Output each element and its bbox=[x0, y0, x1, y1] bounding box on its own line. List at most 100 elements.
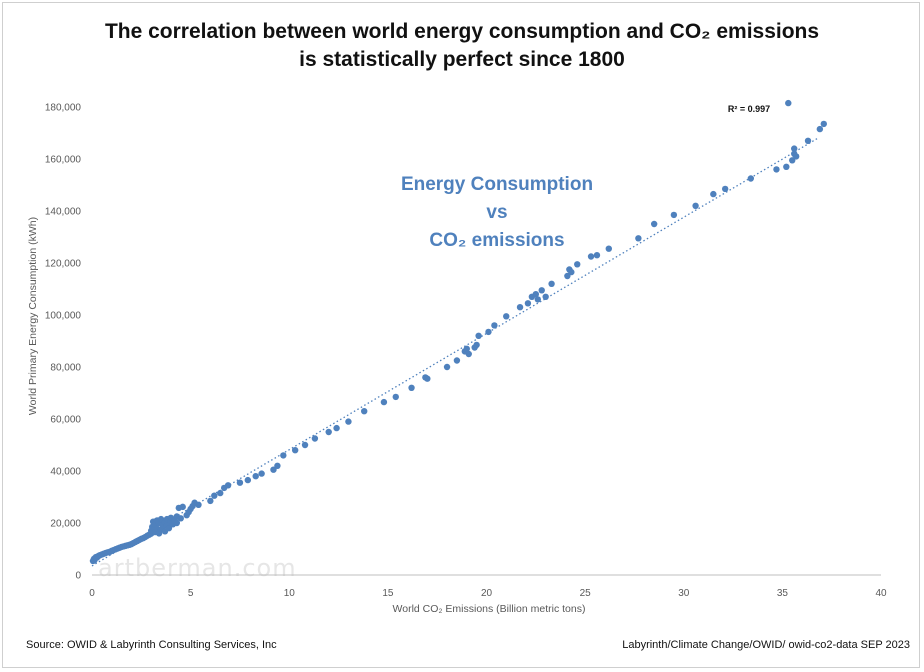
x-tick-label: 15 bbox=[382, 588, 394, 599]
data-point bbox=[173, 519, 181, 527]
x-tick-label: 25 bbox=[580, 588, 592, 599]
x-axis-title: World CO₂ Emissions (Billion metric tons… bbox=[393, 603, 586, 615]
data-point bbox=[258, 470, 265, 477]
chart-title: The correlation between world energy con… bbox=[0, 18, 924, 74]
y-tick-label: 120,000 bbox=[45, 259, 82, 270]
y-tick-label: 180,000 bbox=[45, 103, 82, 114]
data-point bbox=[773, 166, 780, 173]
data-point bbox=[392, 393, 399, 401]
data-point bbox=[473, 341, 480, 349]
trendline bbox=[91, 137, 819, 567]
data-point bbox=[491, 322, 498, 329]
x-tick-label: 40 bbox=[875, 588, 887, 599]
data-point bbox=[408, 384, 415, 391]
y-axis-ticks: 0 20,000 40,000 60,000 80,000 100,000 120,000 1… bbox=[45, 103, 82, 582]
y-tick-label: 0 bbox=[75, 571, 81, 582]
data-point bbox=[361, 408, 368, 415]
data-point bbox=[177, 515, 184, 522]
data-point bbox=[785, 99, 792, 107]
data-point bbox=[333, 424, 340, 432]
data-point bbox=[311, 435, 319, 442]
data-point bbox=[791, 145, 798, 152]
data-point bbox=[224, 482, 232, 489]
x-tick-label: 35 bbox=[777, 588, 789, 599]
data-point bbox=[747, 175, 755, 182]
annotation-line1: Energy Consumption bbox=[401, 174, 593, 195]
data-point bbox=[503, 313, 510, 320]
data-point bbox=[485, 328, 492, 336]
data-point bbox=[532, 291, 540, 298]
y-tick-label: 80,000 bbox=[50, 363, 81, 374]
data-point bbox=[280, 452, 287, 459]
data-point bbox=[463, 345, 470, 352]
data-point bbox=[587, 253, 595, 260]
x-tick-label: 0 bbox=[89, 588, 95, 599]
data-point bbox=[789, 157, 796, 164]
data-point bbox=[291, 447, 299, 454]
y-tick-label: 100,000 bbox=[45, 311, 82, 322]
x-tick-label: 10 bbox=[284, 588, 296, 599]
data-point bbox=[475, 332, 482, 339]
data-point bbox=[548, 280, 555, 287]
data-point bbox=[635, 235, 642, 242]
data-point bbox=[574, 261, 581, 268]
source-right: Labyrinth/Climate Change/OWID/ owid-co2-… bbox=[622, 639, 910, 651]
x-tick-label: 20 bbox=[481, 588, 493, 599]
x-axis-ticks: 0 5 10 15 20 25 30 35 40 bbox=[89, 588, 887, 599]
y-tick-label: 160,000 bbox=[45, 155, 82, 166]
data-point bbox=[252, 473, 259, 480]
data-point bbox=[424, 375, 431, 382]
data-point bbox=[443, 363, 451, 371]
chart-title-line1: The correlation between world energy con… bbox=[104, 20, 820, 43]
r-squared-label: R² = 0.997 bbox=[728, 104, 770, 114]
data-point bbox=[270, 466, 277, 473]
y-axis-title: World Primary Energy Consumption (kWh) bbox=[27, 217, 39, 415]
data-point bbox=[820, 120, 827, 128]
data-point bbox=[605, 245, 612, 252]
data-point bbox=[524, 300, 532, 307]
data-point bbox=[453, 357, 461, 364]
data-point bbox=[165, 525, 173, 532]
x-tick-label: 30 bbox=[678, 588, 690, 599]
data-point bbox=[345, 418, 352, 425]
data-point bbox=[301, 441, 309, 449]
data-point bbox=[804, 137, 812, 144]
data-point bbox=[380, 398, 388, 406]
data-point bbox=[783, 163, 790, 170]
data-point bbox=[564, 272, 571, 280]
data-point bbox=[538, 287, 545, 294]
y-tick-label: 40,000 bbox=[50, 467, 81, 478]
y-tick-label: 20,000 bbox=[50, 519, 81, 530]
data-point bbox=[195, 501, 202, 508]
annotation-line2: vs bbox=[486, 202, 507, 223]
data-point bbox=[593, 252, 601, 259]
data-point bbox=[244, 476, 252, 484]
data-point bbox=[217, 489, 224, 497]
data-point bbox=[568, 268, 575, 276]
y-tick-label: 60,000 bbox=[50, 415, 81, 426]
watermark-text: artberman.com bbox=[98, 554, 297, 582]
data-point bbox=[274, 462, 281, 469]
annotation-line3: CO₂ emissions bbox=[429, 230, 564, 251]
data-point bbox=[721, 185, 729, 193]
data-point bbox=[325, 428, 332, 436]
data-point bbox=[542, 293, 549, 300]
data-point bbox=[670, 211, 678, 219]
data-point bbox=[465, 350, 472, 358]
chart-title-line2: is statistically perfect since 1800 bbox=[299, 48, 625, 71]
data-point bbox=[692, 202, 699, 209]
data-point bbox=[792, 153, 800, 160]
data-point bbox=[534, 296, 541, 303]
data-point bbox=[650, 220, 658, 228]
data-point bbox=[516, 304, 524, 311]
data-points bbox=[89, 99, 827, 565]
source-left: Source: OWID & Labyrinth Consulting Serv… bbox=[26, 639, 277, 651]
data-point bbox=[236, 479, 244, 486]
data-point bbox=[207, 497, 214, 505]
y-tick-label: 140,000 bbox=[45, 207, 82, 218]
data-point bbox=[816, 125, 824, 133]
x-tick-label: 5 bbox=[188, 588, 194, 599]
data-point bbox=[710, 190, 717, 198]
